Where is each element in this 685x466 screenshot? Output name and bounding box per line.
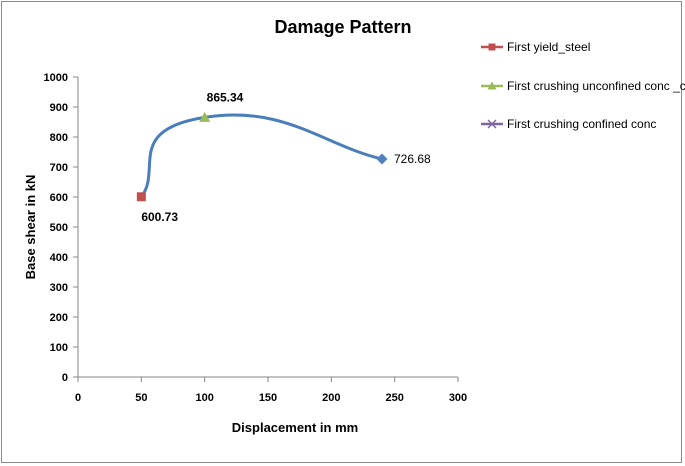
y-tick-label: 100 [50, 342, 68, 354]
x-tick-labels: 0 50 100 150 200 250 300 [75, 392, 467, 404]
x-tick-label: 200 [322, 392, 340, 404]
data-label: 726.68 [394, 152, 431, 166]
legend: First yield_steel First crushing unconfin… [481, 40, 685, 131]
legend-marker [487, 81, 497, 90]
y-tick-label: 400 [50, 252, 68, 264]
x-axis-title: Displacement in mm [232, 420, 358, 435]
y-tick-labels: 0 100 200 300 400 500 600 700 800 900 1000 [44, 72, 68, 384]
y-tick-label: 700 [50, 162, 68, 174]
data-label: 600.73 [141, 210, 178, 224]
plot-axes [73, 76, 459, 382]
x-tick-label: 0 [75, 392, 81, 404]
y-axis-title: Base shear in kN [23, 175, 38, 280]
x-tick-label: 50 [135, 392, 147, 404]
data-marker [136, 192, 146, 202]
y-tick-label: 300 [50, 282, 68, 294]
data-labels: 600.73 865.34 726.68 [141, 90, 431, 223]
x-tick-label: 150 [259, 392, 277, 404]
chart-title: Damage Pattern [274, 17, 411, 37]
y-tick-label: 0 [62, 372, 68, 384]
y-tick-label: 900 [50, 102, 68, 114]
y-tick-label: 500 [50, 222, 68, 234]
y-tick-label: 1000 [44, 72, 68, 84]
legend-label: First yield_steel [507, 40, 590, 54]
data-marker [376, 153, 388, 165]
data-marker [199, 111, 211, 122]
x-tick-label: 300 [449, 392, 467, 404]
y-tick-label: 600 [50, 192, 68, 204]
x-tick-label: 100 [195, 392, 213, 404]
legend-marker [488, 43, 496, 51]
series-curve [140, 113, 383, 198]
x-tick-label: 250 [385, 392, 403, 404]
data-label: 865.34 [207, 90, 244, 104]
data-markers [136, 111, 388, 202]
legend-label: First crushing confined conc [507, 117, 656, 131]
legend-marker [487, 119, 497, 129]
y-tick-label: 800 [50, 132, 68, 144]
y-tick-label: 200 [50, 312, 68, 324]
legend-label: First crushing unconfined conc _col [507, 79, 685, 93]
